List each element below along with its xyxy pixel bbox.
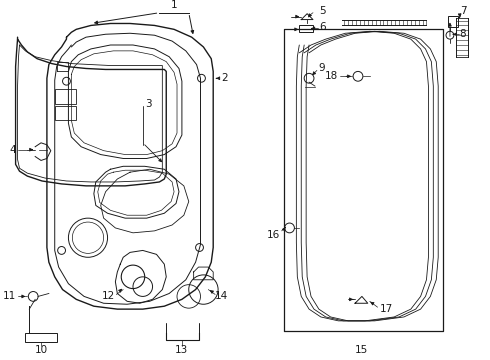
Text: 1: 1 [171, 0, 177, 10]
Bar [55, 89, 76, 104]
Bar [299, 26, 313, 32]
Text: 2: 2 [221, 73, 228, 83]
Text: 11: 11 [2, 291, 16, 301]
Text: 14: 14 [215, 291, 228, 301]
Text: 12: 12 [102, 291, 115, 301]
Text: 13: 13 [175, 345, 189, 355]
Text: 6: 6 [319, 22, 325, 32]
Text: 9: 9 [319, 63, 325, 73]
Text: 18: 18 [325, 71, 339, 81]
Bar [448, 15, 458, 27]
Text: 5: 5 [319, 6, 325, 16]
Text: 17: 17 [380, 304, 393, 314]
Text: 10: 10 [34, 345, 48, 355]
Bar [55, 105, 76, 120]
Text: 8: 8 [460, 29, 466, 39]
Text: 15: 15 [355, 345, 368, 355]
Bar [25, 333, 57, 342]
Text: 7: 7 [460, 6, 466, 16]
Text: 4: 4 [9, 145, 16, 155]
Text: 16: 16 [267, 230, 280, 240]
Text: 3: 3 [145, 99, 151, 109]
